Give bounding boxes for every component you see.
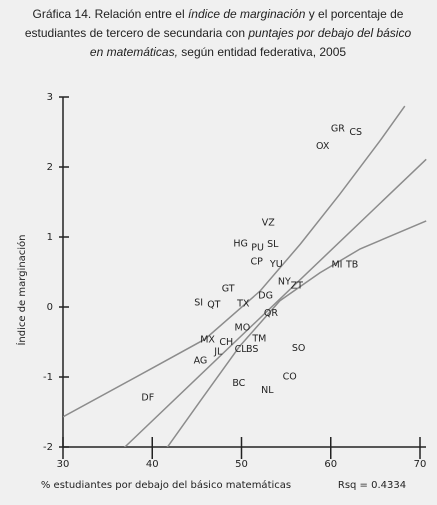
x-tick-label: 60 bbox=[324, 459, 337, 470]
y-tick-label: 3 bbox=[47, 92, 53, 103]
title-segment: puntajes por debajo del básico bbox=[247, 26, 411, 40]
point-label: MX bbox=[200, 334, 215, 345]
fit-lines bbox=[63, 105, 427, 447]
x-tick-label: 30 bbox=[57, 459, 70, 470]
point-label: AG bbox=[194, 355, 208, 366]
point-label: CO bbox=[283, 372, 297, 383]
title-segment: índice de marginación bbox=[188, 7, 306, 21]
point-label: JL bbox=[213, 346, 223, 357]
point-label: CP bbox=[250, 257, 263, 268]
chart-title-line: en matemáticas, según entidad federativa… bbox=[90, 45, 347, 59]
title-segment: en matemáticas, bbox=[90, 45, 178, 59]
title-segment: Gráfica 14. Relación entre el bbox=[33, 7, 188, 21]
x-tick-label: 70 bbox=[414, 459, 427, 470]
fit-line bbox=[166, 220, 427, 447]
chart-title-line: estudiantes de tercero de secundaria con… bbox=[25, 26, 412, 40]
point-label: BS bbox=[246, 344, 258, 355]
y-tick-label: -2 bbox=[43, 442, 53, 453]
x-axis-label: % estudiantes por debajo del básico mate… bbox=[41, 479, 291, 491]
point-label: YU bbox=[269, 259, 283, 270]
point-label: MO bbox=[235, 323, 251, 334]
point-label: NL bbox=[261, 385, 274, 396]
point-label: NY bbox=[278, 276, 291, 287]
point-label: BC bbox=[232, 378, 245, 389]
title-segment: según entidad federativa, 2005 bbox=[178, 45, 346, 59]
point-label: ZT bbox=[291, 281, 304, 292]
point-label: MI bbox=[331, 260, 342, 271]
point-label: OX bbox=[316, 141, 330, 152]
y-tick-label: 2 bbox=[47, 162, 53, 173]
chart-title-line: Gráfica 14. Relación entre el índice de … bbox=[33, 7, 404, 21]
point-label: CS bbox=[349, 127, 362, 138]
point-label: SO bbox=[292, 343, 306, 354]
fit-line bbox=[123, 158, 427, 447]
point-label: DF bbox=[141, 393, 154, 404]
point-label: HG bbox=[233, 239, 248, 250]
point-label: VZ bbox=[262, 218, 275, 229]
title-segment: y el porcentaje de bbox=[305, 7, 403, 21]
x-tick-label: 40 bbox=[146, 459, 159, 470]
title-group: Gráfica 14. Relación entre el índice de … bbox=[25, 7, 412, 59]
point-label: TM bbox=[251, 334, 266, 345]
point-label: CL bbox=[235, 344, 248, 355]
y-tick-label: 0 bbox=[47, 302, 53, 313]
point-label: CH bbox=[219, 337, 233, 348]
title-segment: estudiantes de tercero de secundaria con bbox=[25, 26, 248, 40]
point-label: QR bbox=[264, 308, 278, 319]
point-label: TX bbox=[236, 299, 250, 310]
point-label: SI bbox=[194, 297, 203, 308]
y-tick-label: -1 bbox=[43, 372, 53, 383]
point-label: TB bbox=[345, 260, 358, 271]
point-label: GR bbox=[331, 124, 345, 135]
point-label: DG bbox=[258, 290, 273, 301]
y-axis-label: Índice de marginación bbox=[15, 234, 28, 345]
point-label: QT bbox=[207, 299, 220, 310]
point-label: PU bbox=[251, 243, 264, 254]
x-tick-label: 50 bbox=[235, 459, 248, 470]
y-tick-label: 1 bbox=[47, 232, 53, 243]
point-label: GT bbox=[222, 283, 235, 294]
fit-line bbox=[63, 105, 406, 418]
point-label: SL bbox=[267, 239, 279, 250]
annotation: Rsq = 0.4334 bbox=[338, 480, 406, 491]
